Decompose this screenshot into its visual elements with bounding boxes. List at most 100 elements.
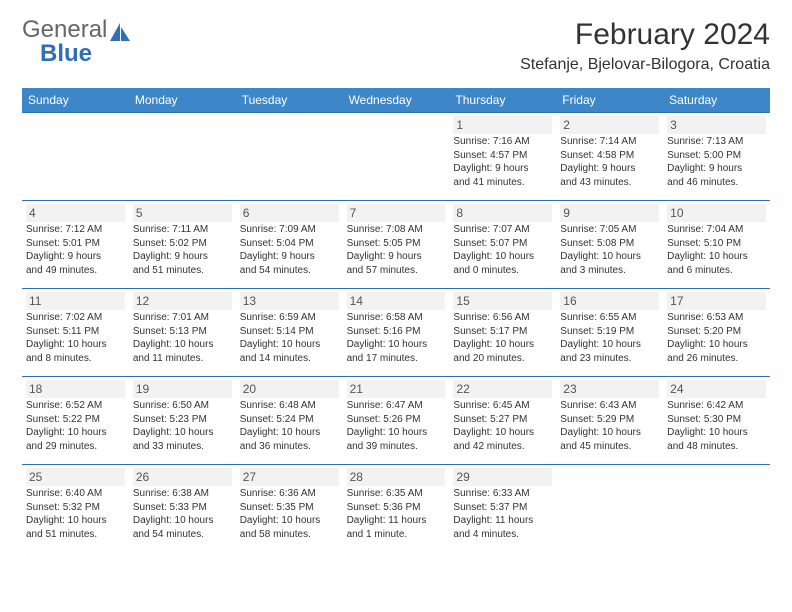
sunrise-text: Sunrise: 6:59 AM — [240, 311, 339, 325]
day-number: 6 — [240, 204, 339, 222]
sunset-text: Sunset: 5:02 PM — [133, 237, 232, 251]
daylight-text: Daylight: 9 hours — [133, 250, 232, 264]
sunset-text: Sunset: 5:08 PM — [560, 237, 659, 251]
daylight-text: and 49 minutes. — [26, 264, 125, 278]
day-header: Sunday — [22, 88, 129, 112]
daylight-text: Daylight: 10 hours — [133, 514, 232, 528]
sunset-text: Sunset: 5:10 PM — [667, 237, 766, 251]
day-number: 25 — [26, 468, 125, 486]
day-cell: 17Sunrise: 6:53 AMSunset: 5:20 PMDayligh… — [663, 288, 770, 376]
day-number: 3 — [667, 116, 766, 134]
sunrise-text: Sunrise: 7:04 AM — [667, 223, 766, 237]
day-cell: 23Sunrise: 6:43 AMSunset: 5:29 PMDayligh… — [556, 376, 663, 464]
day-number: 17 — [667, 292, 766, 310]
logo-word-2-wrap: Blue — [40, 40, 92, 68]
daylight-text: and 58 minutes. — [240, 528, 339, 542]
sunrise-text: Sunrise: 6:53 AM — [667, 311, 766, 325]
day-header: Wednesday — [343, 88, 450, 112]
day-cell: 5Sunrise: 7:11 AMSunset: 5:02 PMDaylight… — [129, 200, 236, 288]
sunset-text: Sunset: 4:58 PM — [560, 149, 659, 163]
daylight-text: Daylight: 10 hours — [560, 338, 659, 352]
sunrise-text: Sunrise: 7:01 AM — [133, 311, 232, 325]
day-cell: 29Sunrise: 6:33 AMSunset: 5:37 PMDayligh… — [449, 464, 556, 552]
day-header-row: Sunday Monday Tuesday Wednesday Thursday… — [22, 88, 770, 112]
sunset-text: Sunset: 5:05 PM — [347, 237, 446, 251]
day-number: 18 — [26, 380, 125, 398]
sunset-text: Sunset: 4:57 PM — [453, 149, 552, 163]
daylight-text: and 57 minutes. — [347, 264, 446, 278]
sunset-text: Sunset: 5:11 PM — [26, 325, 125, 339]
daylight-text: and 41 minutes. — [453, 176, 552, 190]
day-number: 19 — [133, 380, 232, 398]
day-cell: 3Sunrise: 7:13 AMSunset: 5:00 PMDaylight… — [663, 112, 770, 200]
daylight-text: and 54 minutes. — [240, 264, 339, 278]
day-number: 8 — [453, 204, 552, 222]
sunset-text: Sunset: 5:19 PM — [560, 325, 659, 339]
daylight-text: Daylight: 10 hours — [240, 338, 339, 352]
daylight-text: Daylight: 10 hours — [667, 250, 766, 264]
daylight-text: Daylight: 11 hours — [347, 514, 446, 528]
day-cell: 14Sunrise: 6:58 AMSunset: 5:16 PMDayligh… — [343, 288, 450, 376]
sunrise-text: Sunrise: 6:38 AM — [133, 487, 232, 501]
daylight-text: Daylight: 10 hours — [240, 426, 339, 440]
day-number: 20 — [240, 380, 339, 398]
empty-cell — [663, 464, 770, 552]
daylight-text: Daylight: 10 hours — [26, 426, 125, 440]
day-number: 12 — [133, 292, 232, 310]
sunrise-text: Sunrise: 6:45 AM — [453, 399, 552, 413]
header: General February 2024 Stefanje, Bjelovar… — [22, 18, 770, 74]
sunrise-text: Sunrise: 6:52 AM — [26, 399, 125, 413]
sunrise-text: Sunrise: 6:58 AM — [347, 311, 446, 325]
daylight-text: and 42 minutes. — [453, 440, 552, 454]
daylight-text: and 46 minutes. — [667, 176, 766, 190]
daylight-text: Daylight: 10 hours — [240, 514, 339, 528]
month-title: February 2024 — [520, 18, 770, 52]
day-cell: 8Sunrise: 7:07 AMSunset: 5:07 PMDaylight… — [449, 200, 556, 288]
day-number: 5 — [133, 204, 232, 222]
sunset-text: Sunset: 5:22 PM — [26, 413, 125, 427]
day-number: 15 — [453, 292, 552, 310]
day-cell: 12Sunrise: 7:01 AMSunset: 5:13 PMDayligh… — [129, 288, 236, 376]
daylight-text: Daylight: 10 hours — [133, 426, 232, 440]
daylight-text: Daylight: 10 hours — [453, 338, 552, 352]
sunrise-text: Sunrise: 6:48 AM — [240, 399, 339, 413]
sunrise-text: Sunrise: 7:02 AM — [26, 311, 125, 325]
day-number: 28 — [347, 468, 446, 486]
calendar-grid: 1Sunrise: 7:16 AMSunset: 4:57 PMDaylight… — [22, 112, 770, 552]
day-cell: 24Sunrise: 6:42 AMSunset: 5:30 PMDayligh… — [663, 376, 770, 464]
daylight-text: and 6 minutes. — [667, 264, 766, 278]
day-number: 27 — [240, 468, 339, 486]
day-cell: 11Sunrise: 7:02 AMSunset: 5:11 PMDayligh… — [22, 288, 129, 376]
daylight-text: Daylight: 10 hours — [667, 426, 766, 440]
sunrise-text: Sunrise: 7:08 AM — [347, 223, 446, 237]
sunset-text: Sunset: 5:36 PM — [347, 501, 446, 515]
sunset-text: Sunset: 5:00 PM — [667, 149, 766, 163]
daylight-text: Daylight: 10 hours — [667, 338, 766, 352]
empty-cell — [236, 112, 343, 200]
day-number: 26 — [133, 468, 232, 486]
day-number: 7 — [347, 204, 446, 222]
sunset-text: Sunset: 5:35 PM — [240, 501, 339, 515]
sunrise-text: Sunrise: 7:05 AM — [560, 223, 659, 237]
sunset-text: Sunset: 5:16 PM — [347, 325, 446, 339]
daylight-text: and 4 minutes. — [453, 528, 552, 542]
sunrise-text: Sunrise: 7:11 AM — [133, 223, 232, 237]
day-cell: 20Sunrise: 6:48 AMSunset: 5:24 PMDayligh… — [236, 376, 343, 464]
sunrise-text: Sunrise: 7:12 AM — [26, 223, 125, 237]
daylight-text: Daylight: 9 hours — [667, 162, 766, 176]
day-number: 22 — [453, 380, 552, 398]
day-cell: 16Sunrise: 6:55 AMSunset: 5:19 PMDayligh… — [556, 288, 663, 376]
empty-cell — [556, 464, 663, 552]
day-cell: 10Sunrise: 7:04 AMSunset: 5:10 PMDayligh… — [663, 200, 770, 288]
logo: General — [22, 18, 130, 42]
empty-cell — [343, 112, 450, 200]
day-cell: 28Sunrise: 6:35 AMSunset: 5:36 PMDayligh… — [343, 464, 450, 552]
day-cell: 21Sunrise: 6:47 AMSunset: 5:26 PMDayligh… — [343, 376, 450, 464]
daylight-text: and 36 minutes. — [240, 440, 339, 454]
day-header: Tuesday — [236, 88, 343, 112]
day-number: 16 — [560, 292, 659, 310]
sunset-text: Sunset: 5:30 PM — [667, 413, 766, 427]
sunset-text: Sunset: 5:13 PM — [133, 325, 232, 339]
daylight-text: Daylight: 9 hours — [26, 250, 125, 264]
daylight-text: and 43 minutes. — [560, 176, 659, 190]
